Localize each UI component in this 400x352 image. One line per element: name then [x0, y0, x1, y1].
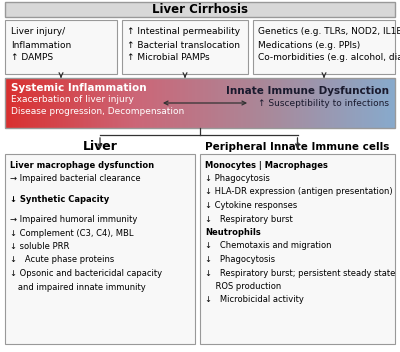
Text: Monocytes | Macrophages: Monocytes | Macrophages — [205, 161, 328, 170]
Text: ↑ Susceptibility to infections: ↑ Susceptibility to infections — [258, 100, 389, 108]
Text: ↓   Phagocytosis: ↓ Phagocytosis — [205, 255, 275, 264]
Text: Inflammation: Inflammation — [11, 40, 71, 50]
Text: ↓   Respiratory burst; persistent steady state: ↓ Respiratory burst; persistent steady s… — [205, 269, 395, 277]
Text: Neutrophils: Neutrophils — [205, 228, 261, 237]
Text: Liver: Liver — [82, 140, 118, 153]
Bar — [253, 20, 395, 74]
Text: ↓   Chemotaxis and migration: ↓ Chemotaxis and migration — [205, 241, 332, 251]
Text: ↑ Bacterial translocation: ↑ Bacterial translocation — [127, 40, 240, 50]
Text: ↓   Respiratory burst: ↓ Respiratory burst — [205, 214, 293, 224]
Bar — [5, 20, 117, 74]
Text: ↑ DAMPS: ↑ DAMPS — [11, 54, 53, 63]
Text: Innate Immune Dysfunction: Innate Immune Dysfunction — [226, 86, 389, 96]
Bar — [5, 154, 195, 344]
Text: Liver Cirrhosis: Liver Cirrhosis — [152, 3, 248, 16]
Text: ↓ Complement (C3, C4), MBL: ↓ Complement (C3, C4), MBL — [10, 228, 134, 238]
Text: Disease progression, Decompensation: Disease progression, Decompensation — [11, 107, 184, 115]
Text: ↑ Intestinal permeability: ↑ Intestinal permeability — [127, 27, 240, 37]
Text: ↓ soluble PRR: ↓ soluble PRR — [10, 242, 69, 251]
Text: ↓ Phagocytosis: ↓ Phagocytosis — [205, 174, 270, 183]
Text: Peripheral Innate Immune cells: Peripheral Innate Immune cells — [205, 142, 390, 152]
Text: Liver injury/: Liver injury/ — [11, 27, 65, 37]
Bar — [122, 20, 248, 74]
Text: → Impaired bacterial clearance: → Impaired bacterial clearance — [10, 174, 141, 183]
Text: ↓ HLA-DR expression (antigen presentation): ↓ HLA-DR expression (antigen presentatio… — [205, 188, 393, 196]
Text: ↓   Microbicidal activity: ↓ Microbicidal activity — [205, 295, 304, 304]
Text: Medications (e.g. PPIs): Medications (e.g. PPIs) — [258, 40, 360, 50]
Text: → Impaired humoral immunity: → Impaired humoral immunity — [10, 215, 137, 224]
Bar — [200, 154, 395, 344]
Text: ↓ Cytokine responses: ↓ Cytokine responses — [205, 201, 297, 210]
Text: ↑ Microbial PAMPs: ↑ Microbial PAMPs — [127, 54, 210, 63]
Text: ↓ Synthetic Capacity: ↓ Synthetic Capacity — [10, 195, 109, 203]
Text: Liver macrophage dysfunction: Liver macrophage dysfunction — [10, 161, 154, 170]
Text: ↓ Opsonic and bactericidal capacity: ↓ Opsonic and bactericidal capacity — [10, 269, 162, 278]
Text: Co-morbidities (e.g. alcohol, diabetes): Co-morbidities (e.g. alcohol, diabetes) — [258, 54, 400, 63]
Text: Genetics (e.g. TLRs, NOD2, IL1B): Genetics (e.g. TLRs, NOD2, IL1B) — [258, 27, 400, 37]
Text: Systemic Inflammation: Systemic Inflammation — [11, 83, 147, 93]
Bar — [5, 78, 395, 128]
Text: Exacerbation of liver injury: Exacerbation of liver injury — [11, 95, 134, 105]
Text: ↓   Acute phase proteins: ↓ Acute phase proteins — [10, 256, 114, 264]
Text: ROS production: ROS production — [205, 282, 281, 291]
Bar — [5, 2, 395, 17]
Text: and impaired innate immunity: and impaired innate immunity — [10, 283, 146, 291]
